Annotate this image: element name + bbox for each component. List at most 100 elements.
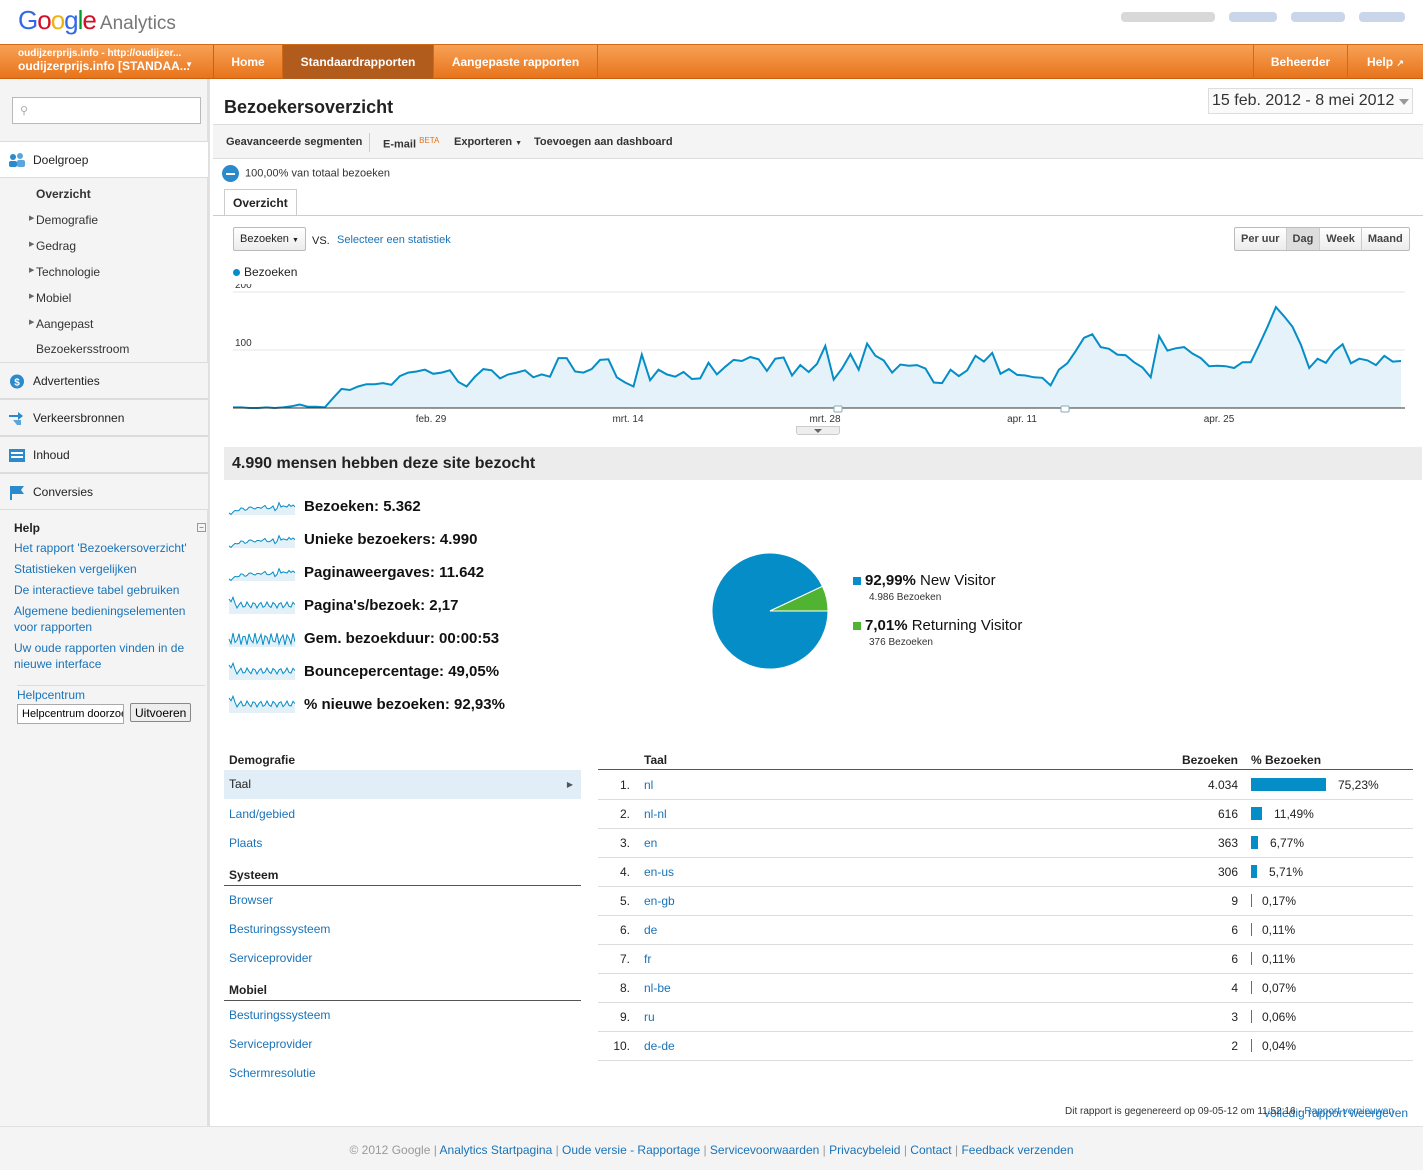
language-link[interactable]: en-us bbox=[644, 865, 675, 879]
chart-legend: Bezoeken bbox=[233, 265, 297, 279]
helpcenter-submit-button[interactable]: Uitvoeren bbox=[130, 703, 192, 722]
language-link[interactable]: en bbox=[644, 836, 658, 850]
sidebar-item-mobiel[interactable]: ▶ Mobiel bbox=[29, 291, 71, 305]
table-row[interactable]: 10. de-de 2 0,04% bbox=[598, 1032, 1413, 1061]
chart-collapse-toggle[interactable] bbox=[796, 426, 840, 435]
my-account-link[interactable] bbox=[1291, 12, 1345, 22]
settings-link[interactable] bbox=[1229, 12, 1277, 22]
table-row[interactable]: 6. de 6 0,11% bbox=[598, 916, 1413, 945]
export-button[interactable]: Exporteren ▼ bbox=[454, 136, 522, 148]
table-row[interactable]: 7. fr 6 0,11% bbox=[598, 945, 1413, 974]
language-link[interactable]: nl-nl bbox=[644, 807, 667, 821]
nav-home[interactable]: Home bbox=[214, 45, 283, 79]
dim-item-land[interactable]: Land/gebied bbox=[229, 807, 296, 821]
table-row[interactable]: 5. en-gb 9 0,17% bbox=[598, 887, 1413, 916]
visits-line-chart[interactable]: 100 200 feb. 29 mrt. 14 mrt. 28 apr. 11 apr. 2… bbox=[233, 284, 1405, 434]
col-header-bezoeken[interactable]: Bezoeken bbox=[1181, 753, 1238, 767]
nav-help[interactable]: Help ↗ bbox=[1348, 45, 1423, 79]
annotation-marker[interactable] bbox=[1060, 405, 1070, 413]
table-row[interactable]: 4. en-us 306 5,71% bbox=[598, 858, 1413, 887]
help-link[interactable]: Statistieken vergelijken bbox=[14, 562, 137, 576]
dim-item-os[interactable]: Besturingssysteem bbox=[229, 922, 331, 936]
dim-item-taal[interactable]: Taal ▶ bbox=[224, 770, 581, 799]
sidebar-item-overzicht[interactable]: Overzicht bbox=[36, 187, 91, 201]
sidebar-section-advertenties[interactable]: $ Advertenties bbox=[0, 362, 208, 399]
account-selector[interactable]: oudijzerprijs.info - http://oudijzer... … bbox=[0, 45, 214, 79]
sidebar-item-gedrag[interactable]: ▶ Gedrag bbox=[29, 239, 76, 253]
collapse-icon[interactable]: − bbox=[197, 523, 206, 532]
footer-link[interactable]: Privacybeleid bbox=[829, 1143, 901, 1157]
advanced-segments-button[interactable]: Geavanceerde segmenten bbox=[226, 136, 363, 148]
help-link[interactable]: De interactieve tabel gebruiken bbox=[14, 583, 180, 597]
select-statistic-link[interactable]: Selecteer een statistiek bbox=[337, 234, 451, 246]
nav-admin[interactable]: Beheerder bbox=[1253, 45, 1348, 79]
table-row[interactable]: 9. ru 3 0,06% bbox=[598, 1003, 1413, 1032]
pct-bar bbox=[1251, 1039, 1252, 1052]
footer-link[interactable]: Analytics Startpagina bbox=[439, 1143, 553, 1157]
sidebar-item-demografie[interactable]: ▶ Demografie bbox=[29, 213, 98, 227]
helpcenter-search-input[interactable] bbox=[17, 704, 124, 724]
visitor-type-pie-chart[interactable] bbox=[710, 551, 830, 671]
date-range-label: 15 feb. 2012 - 8 mei 2012 bbox=[1212, 92, 1395, 109]
nav-standard-reports[interactable]: Standaardrapporten bbox=[283, 45, 434, 79]
summary-header: 4.990 mensen hebben deze site bezocht bbox=[224, 447, 1422, 480]
visits-cell: 363 bbox=[1217, 836, 1238, 850]
dim-item-mobile-provider[interactable]: Serviceprovider bbox=[229, 1037, 313, 1051]
language-link[interactable]: ru bbox=[644, 1010, 655, 1024]
language-link[interactable]: de bbox=[644, 923, 658, 937]
period-maand[interactable]: Maand bbox=[1367, 233, 1403, 245]
help-link[interactable]: Het rapport 'Bezoekersoverzicht' bbox=[14, 541, 187, 555]
dim-item-resolution[interactable]: Schermresolutie bbox=[229, 1066, 316, 1080]
sidebar-item-aangepast[interactable]: ▶ Aangepast bbox=[29, 317, 93, 331]
period-per-uur[interactable]: Per uur bbox=[1235, 228, 1287, 250]
footer-link[interactable]: Oude versie - Rapportage bbox=[562, 1143, 701, 1157]
refresh-report-link[interactable]: Rapport vernieuwen bbox=[1304, 1106, 1394, 1117]
footer-link[interactable]: Servicevoorwaarden bbox=[709, 1143, 820, 1157]
dim-item-plaats[interactable]: Plaats bbox=[229, 836, 263, 850]
nav-custom-reports[interactable]: Aangepaste rapporten bbox=[434, 45, 598, 79]
table-row[interactable]: 2. nl-nl 616 11,49% bbox=[598, 800, 1413, 829]
add-to-dashboard-button[interactable]: Toevoegen aan dashboard bbox=[534, 136, 673, 148]
sidebar-item-technologie[interactable]: ▶ Technologie bbox=[29, 265, 100, 279]
language-link[interactable]: de-de bbox=[644, 1039, 675, 1053]
sidebar-section-inhoud[interactable]: Inhoud bbox=[0, 436, 208, 473]
table-row[interactable]: 3. en 363 6,77% bbox=[598, 829, 1413, 858]
annotation-marker[interactable] bbox=[833, 405, 843, 413]
dim-item-label: Taal bbox=[229, 777, 252, 791]
tab-overzicht[interactable]: Overzicht bbox=[224, 189, 297, 216]
footer-link[interactable]: Contact bbox=[910, 1143, 952, 1157]
pct-bar bbox=[1251, 778, 1326, 791]
language-link[interactable]: en-gb bbox=[644, 894, 675, 908]
date-range-picker[interactable]: 15 feb. 2012 - 8 mei 2012 bbox=[1208, 88, 1413, 114]
sidebar-search-input[interactable]: ⚲ bbox=[12, 97, 201, 124]
help-link[interactable]: Algemene bedieningselementen voor rappor… bbox=[14, 604, 186, 634]
period-dag[interactable]: Dag bbox=[1286, 228, 1321, 250]
dim-item-provider[interactable]: Serviceprovider bbox=[229, 951, 313, 965]
footer-link[interactable]: Feedback verzenden bbox=[961, 1143, 1074, 1157]
col-header-pct[interactable]: % Bezoeken bbox=[1251, 753, 1322, 767]
full-report-link[interactable]: volledig rapport weergeven bbox=[1264, 1106, 1409, 1120]
help-link[interactable]: Uw oude rapporten vinden in de nieuwe in… bbox=[14, 641, 185, 671]
language-link[interactable]: fr bbox=[644, 952, 652, 966]
sidebar-item-bezoekersstroom[interactable]: Bezoekersstroom bbox=[36, 342, 130, 356]
language-link[interactable]: nl-be bbox=[644, 981, 671, 995]
col-header-taal[interactable]: Taal bbox=[644, 753, 668, 767]
dim-item-mobile-os[interactable]: Besturingssysteem bbox=[229, 1008, 331, 1022]
metric-label: Paginaweergaves: 11.642 bbox=[304, 564, 485, 581]
helpcenter-link[interactable]: Helpcentrum bbox=[17, 688, 86, 702]
pie-slice-returning-visitor[interactable] bbox=[769, 585, 829, 612]
period-week[interactable]: Week bbox=[1320, 228, 1362, 250]
sidebar-section-verkeersbronnen[interactable]: Verkeersbronnen bbox=[0, 399, 208, 436]
signout-link[interactable] bbox=[1359, 12, 1405, 22]
sidebar-section-doelgroep[interactable]: Doelgroep bbox=[0, 141, 208, 178]
google-analytics-logo[interactable]: Google Analytics bbox=[18, 5, 176, 36]
table-row[interactable]: 8. nl-be 4 0,07% bbox=[598, 974, 1413, 1003]
dim-item-browser[interactable]: Browser bbox=[229, 893, 274, 907]
caret-down-icon: ▼ bbox=[185, 60, 193, 69]
email-button[interactable]: E-mail BETA bbox=[383, 136, 439, 151]
table-row[interactable]: 1. nl 4.034 75,23% bbox=[598, 771, 1413, 800]
metric-select[interactable]: Bezoeken ▼ bbox=[233, 227, 306, 251]
language-link[interactable]: nl bbox=[644, 778, 654, 792]
sidebar-section-conversies[interactable]: Conversies bbox=[0, 473, 208, 510]
segment-icon[interactable] bbox=[222, 165, 239, 182]
